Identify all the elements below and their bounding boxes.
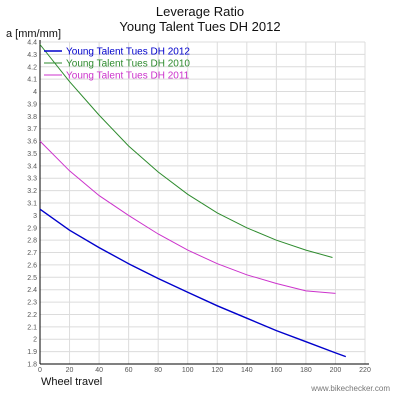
y-tick-label: 3.1 [27, 201, 37, 208]
x-tick-label: 20 [66, 367, 74, 374]
y-tick-label: 3.2 [27, 188, 37, 195]
y-tick-label: 2.3 [27, 300, 37, 307]
y-tick-label: 2.2 [27, 312, 37, 319]
series-line-1 [39, 208, 347, 358]
x-tick-label: 120 [211, 367, 223, 374]
y-tick-label: 1.8 [27, 362, 37, 369]
y-tick-label: 2.9 [27, 225, 37, 232]
y-tick-label: 2 [33, 337, 37, 344]
y-tick-label: 2.6 [27, 262, 37, 269]
series-lines [39, 44, 347, 358]
y-tick-label: 2.5 [27, 275, 37, 282]
y-tick-label: 3.7 [27, 126, 37, 133]
y-tick-label: 4.3 [27, 52, 37, 59]
y-tick-label: 4 [33, 89, 37, 96]
x-tick-label: 0 [38, 367, 42, 374]
tick-labels: 0 20 40 60 80 100 120 140 160 180 200 220 1.8 1.9 2 2.1… [27, 40, 371, 375]
x-tick-label: 180 [300, 367, 312, 374]
y-tick-label: 3.3 [27, 176, 37, 183]
x-tick-label: 140 [241, 367, 253, 374]
chart-title: Leverage Ratio [155, 4, 245, 19]
x-tick-label: 200 [330, 367, 342, 374]
y-tick-label: 2.8 [27, 238, 37, 245]
series-line-2 [39, 44, 333, 258]
chart-subtitle: Young Talent Tues DH 2012 [119, 19, 281, 34]
watermark: www.bikechecker.com [311, 384, 390, 393]
x-tick-label: 60 [125, 367, 133, 374]
series-line-3 [39, 140, 336, 294]
x-tick-label: 220 [359, 367, 371, 374]
y-tick-label: 2.7 [27, 250, 37, 257]
x-tick-label: 80 [154, 367, 162, 374]
grid [39, 41, 366, 365]
y-tick-label: 3.9 [27, 101, 37, 108]
y-axis-label: a [mm/mm] [6, 28, 61, 40]
y-tick-label: 3.6 [27, 139, 37, 146]
y-tick-label: 2.4 [27, 287, 37, 294]
y-tick-label: 3 [33, 213, 37, 220]
x-tick-label: 100 [182, 367, 194, 374]
y-tick-label: 4.2 [27, 64, 37, 71]
legend-label-1: Young Talent Tues DH 2012 [66, 47, 190, 58]
y-tick-label: 1.9 [27, 349, 37, 356]
y-tick-label: 4.1 [27, 77, 37, 84]
axes [39, 40, 369, 365]
x-tick-label: 40 [95, 367, 103, 374]
y-tick-label: 3.4 [27, 163, 37, 170]
y-tick-label: 3.5 [27, 151, 37, 158]
x-axis-label: Wheel travel [41, 376, 103, 388]
legend-label-3: Young Talent Tues DH 2011 [66, 71, 190, 82]
y-tick-label: 2.1 [27, 324, 37, 331]
x-tick-label: 160 [271, 367, 283, 374]
y-tick-label: 3.8 [27, 114, 37, 121]
legend-label-2: Young Talent Tues DH 2010 [66, 59, 190, 70]
y-tick-label: 4.4 [27, 40, 37, 47]
